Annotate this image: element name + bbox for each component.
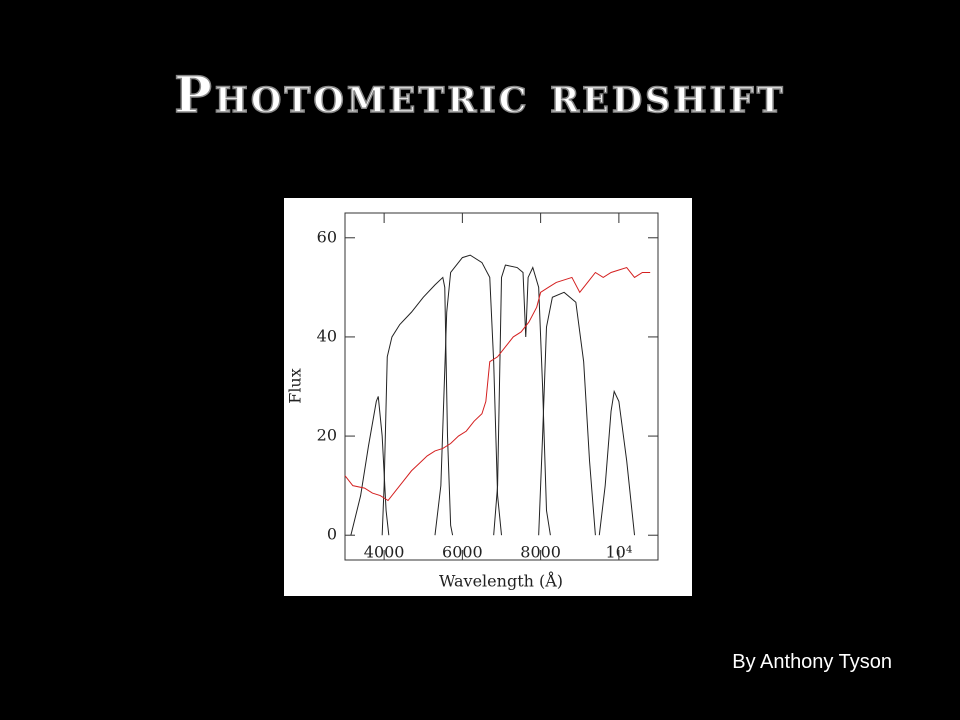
plot-frame: [344, 212, 659, 561]
slide-title: Photometric redshift: [174, 65, 786, 124]
y-tick-label: 20: [317, 426, 337, 445]
series-line: [598, 389, 636, 536]
series-line: [538, 291, 596, 536]
author: By Anthony Tyson: [732, 651, 892, 673]
series-line: [381, 276, 454, 536]
y-tick-label: 60: [317, 227, 337, 246]
y-tick-label: 40: [317, 326, 337, 345]
series-line: [434, 254, 502, 536]
y-axis-label: Flux: [286, 368, 305, 404]
x-axis-label: Wavelength (Å): [439, 571, 563, 591]
series-line: [344, 266, 651, 502]
series-line: [493, 264, 551, 536]
y-tick-label: 0: [327, 525, 337, 544]
